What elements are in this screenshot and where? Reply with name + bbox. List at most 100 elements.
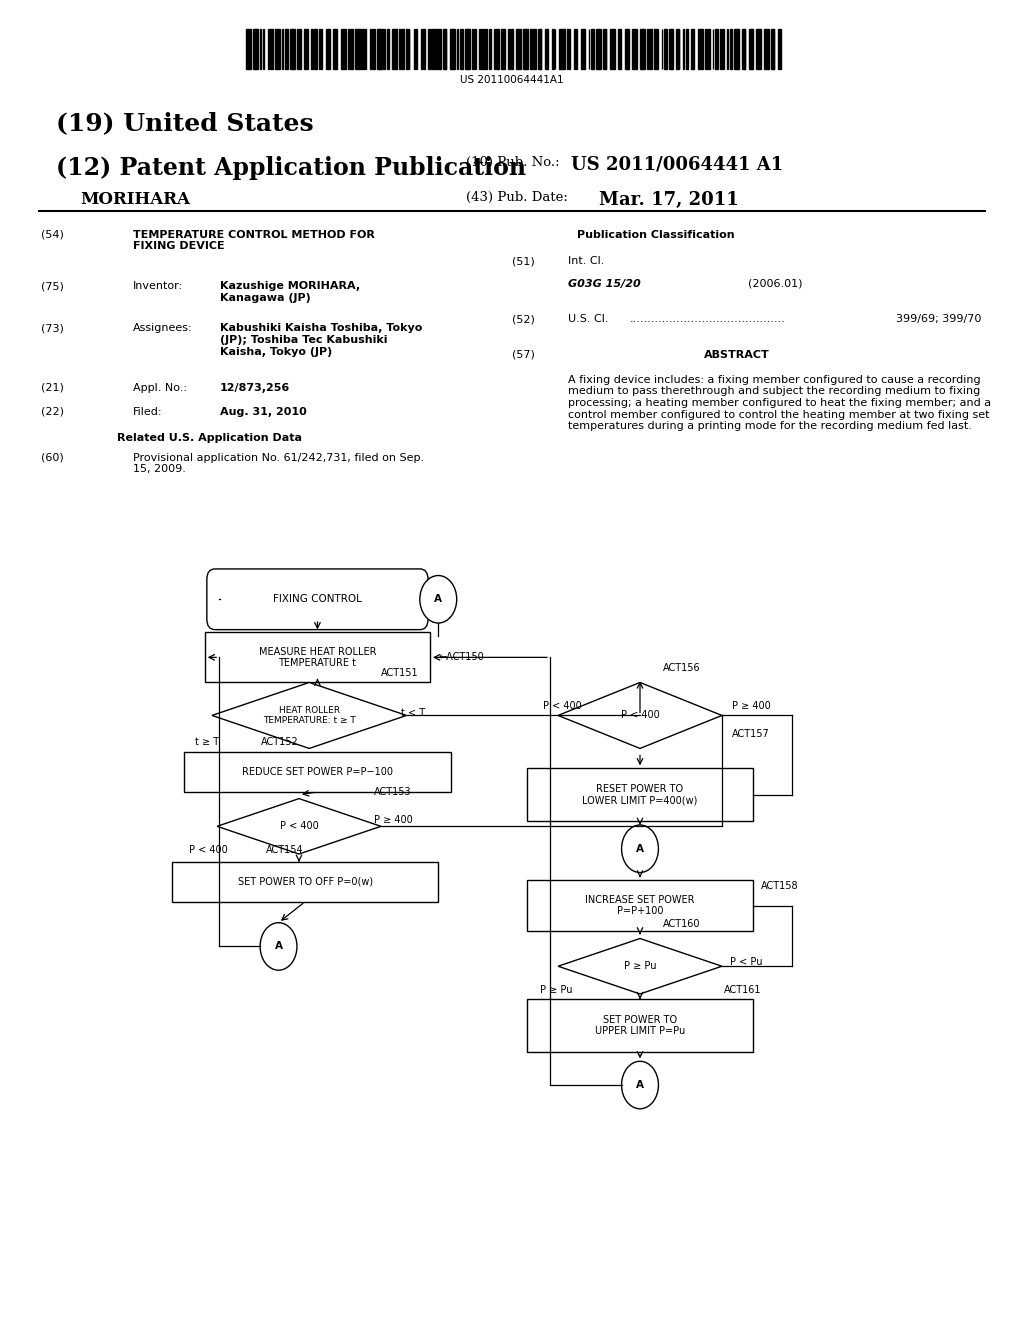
Bar: [766, 29, 769, 69]
Text: RESET POWER TO
LOWER LIMIT P=400(w): RESET POWER TO LOWER LIMIT P=400(w): [583, 784, 697, 805]
Bar: [372, 29, 375, 69]
Text: A fixing device includes: a fixing member configured to cause a recording medium: A fixing device includes: a fixing membe…: [568, 375, 991, 432]
Bar: [698, 29, 699, 69]
Text: (21): (21): [41, 383, 63, 393]
Text: (60): (60): [41, 453, 63, 463]
Bar: [401, 29, 403, 69]
Bar: [759, 29, 762, 69]
Bar: [313, 29, 316, 69]
Bar: [511, 29, 513, 69]
Bar: [508, 29, 510, 69]
Text: (12) Patent Application Publication: (12) Patent Application Publication: [56, 156, 526, 180]
Bar: [591, 29, 594, 69]
Text: (43) Pub. Date:: (43) Pub. Date:: [466, 191, 567, 205]
Text: P ≥ Pu: P ≥ Pu: [540, 985, 572, 995]
Bar: [430, 29, 433, 69]
Bar: [355, 29, 358, 69]
Bar: [672, 29, 673, 69]
Text: ACT161: ACT161: [724, 985, 762, 995]
Text: (57): (57): [512, 350, 535, 360]
Text: ACT151: ACT151: [381, 668, 419, 678]
FancyBboxPatch shape: [172, 862, 438, 902]
Bar: [764, 29, 766, 69]
Bar: [407, 29, 410, 69]
Bar: [633, 29, 636, 69]
Bar: [311, 29, 313, 69]
Bar: [530, 29, 531, 69]
Text: Kazushige MORIHARA,
Kanagawa (JP): Kazushige MORIHARA, Kanagawa (JP): [220, 281, 360, 302]
Bar: [596, 29, 599, 69]
Text: Mar. 17, 2011: Mar. 17, 2011: [599, 191, 738, 210]
Bar: [394, 29, 396, 69]
Bar: [552, 29, 554, 69]
Bar: [423, 29, 425, 69]
Text: Assignees:: Assignees:: [133, 323, 193, 334]
Bar: [518, 29, 521, 69]
Bar: [292, 29, 295, 69]
FancyBboxPatch shape: [527, 880, 753, 931]
Bar: [370, 29, 372, 69]
Bar: [387, 29, 389, 69]
Bar: [603, 29, 606, 69]
Bar: [538, 29, 541, 69]
Text: SET POWER TO OFF P=0(w): SET POWER TO OFF P=0(w): [238, 876, 373, 887]
Text: P ≥ Pu: P ≥ Pu: [624, 961, 656, 972]
Text: Appl. No.:: Appl. No.:: [133, 383, 187, 393]
Bar: [467, 29, 470, 69]
Text: Provisional application No. 61/242,731, filed on Sep.
15, 2009.: Provisional application No. 61/242,731, …: [133, 453, 424, 474]
Bar: [377, 29, 380, 69]
Bar: [617, 29, 621, 69]
Text: ACT153: ACT153: [374, 787, 412, 797]
Bar: [771, 29, 774, 69]
Text: t < T: t < T: [401, 708, 426, 718]
Text: ...........................................: ........................................…: [630, 314, 785, 325]
Bar: [267, 29, 269, 69]
Bar: [562, 29, 565, 69]
Text: t ≥ T: t ≥ T: [195, 737, 219, 747]
Bar: [532, 29, 536, 69]
Text: MEASURE HEAT ROLLER
TEMPERATURE t: MEASURE HEAT ROLLER TEMPERATURE t: [259, 647, 376, 668]
Bar: [686, 29, 688, 69]
Bar: [737, 29, 739, 69]
Bar: [357, 29, 360, 69]
Bar: [304, 29, 307, 69]
Bar: [722, 29, 724, 69]
Bar: [270, 29, 272, 69]
Text: SET POWER TO
UPPER LIMIT P=Pu: SET POWER TO UPPER LIMIT P=Pu: [595, 1015, 685, 1036]
Bar: [734, 29, 737, 69]
Text: ←ACT150: ←ACT150: [438, 652, 484, 663]
Text: FIXING CONTROL: FIXING CONTROL: [273, 594, 361, 605]
Bar: [613, 29, 615, 69]
Bar: [610, 29, 613, 69]
Text: P ≥ 400: P ≥ 400: [732, 701, 771, 711]
FancyBboxPatch shape: [184, 752, 451, 792]
Text: Int. Cl.: Int. Cl.: [568, 256, 605, 267]
Bar: [525, 29, 528, 69]
Bar: [635, 29, 637, 69]
Bar: [333, 29, 336, 69]
Text: US 2011/0064441 A1: US 2011/0064441 A1: [571, 156, 783, 174]
Bar: [730, 29, 732, 69]
Text: Kabushiki Kaisha Toshiba, Tokyo
(JP); Toshiba Tec Kabushiki
Kaisha, Tokyo (JP): Kabushiki Kaisha Toshiba, Tokyo (JP); To…: [220, 323, 423, 356]
Text: MORIHARA: MORIHARA: [80, 191, 189, 209]
FancyBboxPatch shape: [207, 569, 428, 630]
Bar: [391, 29, 394, 69]
Text: U.S. Cl.: U.S. Cl.: [568, 314, 609, 325]
Bar: [326, 29, 328, 69]
Bar: [656, 29, 658, 69]
Bar: [285, 29, 288, 69]
Text: ACT152: ACT152: [261, 737, 299, 747]
Bar: [741, 29, 744, 69]
Text: (73): (73): [41, 323, 63, 334]
Bar: [669, 29, 672, 69]
Bar: [481, 29, 484, 69]
Text: (2006.01): (2006.01): [748, 279, 802, 289]
Bar: [715, 29, 718, 69]
Bar: [488, 29, 492, 69]
Bar: [497, 29, 500, 69]
Bar: [453, 29, 455, 69]
Text: (51): (51): [512, 256, 535, 267]
Text: A: A: [636, 1080, 644, 1090]
Bar: [523, 29, 525, 69]
Polygon shape: [558, 682, 722, 748]
